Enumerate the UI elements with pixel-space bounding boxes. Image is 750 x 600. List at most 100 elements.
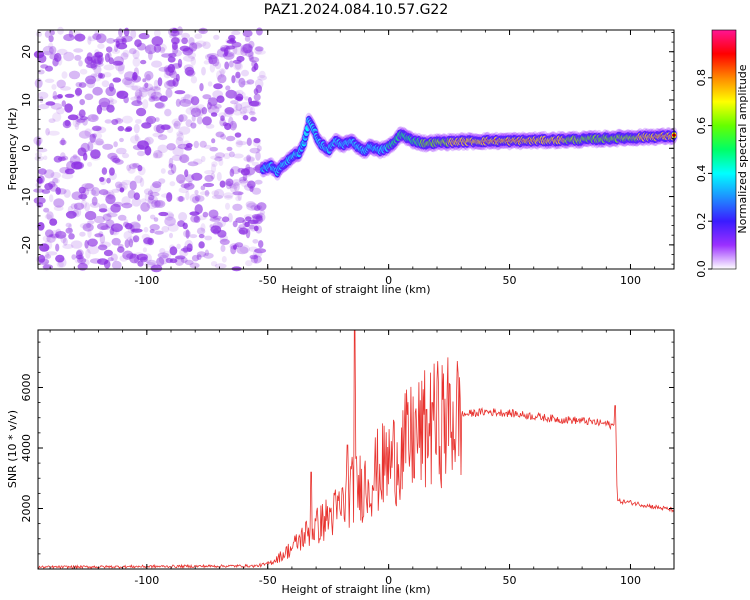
noise-blob (46, 251, 58, 256)
noise-blob (202, 41, 211, 49)
noise-blob (193, 158, 203, 165)
noise-blob (253, 88, 259, 95)
noise-blob (138, 87, 149, 98)
noise-blob (177, 58, 183, 68)
noise-blob (202, 211, 209, 218)
noise-blob (121, 115, 133, 124)
noise-blob (37, 54, 47, 63)
noise-blob (33, 188, 45, 193)
noise-blob (238, 227, 249, 235)
noise-blob (112, 60, 124, 66)
noise-blob (43, 261, 50, 271)
noise-blob (173, 122, 179, 128)
noise-blob (142, 247, 147, 253)
noise-blob (45, 65, 53, 72)
noise-blob (183, 140, 191, 148)
noise-blob (246, 79, 255, 85)
noise-blob (60, 137, 65, 146)
noise-blob (232, 46, 238, 55)
noise-blob (104, 119, 113, 124)
noise-blob (106, 212, 118, 218)
noise-blob (250, 116, 257, 122)
noise-blob (126, 164, 132, 171)
noise-blob (132, 235, 140, 243)
noise-blob (242, 29, 253, 37)
noise-blob (254, 179, 263, 185)
noise-blob (202, 116, 212, 126)
noise-blob (149, 229, 155, 234)
noise-blob (136, 95, 142, 104)
noise-blob (195, 40, 207, 47)
noise-blob (247, 219, 259, 224)
noise-blob (253, 138, 261, 144)
noise-blob (233, 61, 244, 71)
noise-blob (189, 105, 200, 113)
noise-blob (136, 214, 142, 222)
noise-blob (45, 101, 56, 106)
noise-blob (144, 44, 157, 55)
noise-blob (93, 65, 102, 74)
noise-blob (86, 223, 91, 228)
noise-blob (108, 167, 115, 176)
noise-blob (125, 126, 133, 132)
noise-blob (165, 88, 173, 98)
noise-blob (141, 122, 152, 129)
noise-blob (194, 189, 199, 195)
noise-blob (225, 85, 231, 91)
noise-blob (239, 176, 247, 182)
noise-blob (49, 183, 59, 192)
noise-blob (225, 89, 237, 99)
noise-blob (228, 60, 234, 68)
noise-blob (175, 98, 181, 107)
colorbar-tick-label: 0.6 (695, 117, 708, 135)
noise-blob (63, 51, 75, 62)
noise-blob (103, 72, 112, 78)
noise-blob (246, 154, 252, 162)
noise-blob (101, 80, 110, 88)
noise-blob (136, 107, 147, 117)
noise-blob (225, 202, 230, 210)
noise-blob (190, 96, 200, 106)
noise-blob (107, 52, 112, 59)
noise-blob (35, 152, 43, 157)
noise-blob (146, 115, 157, 125)
noise-blob (167, 223, 179, 232)
noise-blob (84, 93, 94, 101)
noise-blob (71, 191, 83, 200)
noise-blob (171, 118, 182, 127)
noise-blob (94, 233, 104, 238)
noise-blob (70, 240, 83, 249)
noise-blob (242, 225, 247, 236)
noise-blob (77, 147, 87, 157)
noise-blob (209, 63, 216, 73)
noise-blob (145, 45, 152, 52)
noise-blob (99, 73, 105, 79)
noise-blob (235, 89, 244, 95)
noise-blob (194, 33, 203, 39)
noise-blob (144, 70, 154, 81)
noise-blob (181, 37, 189, 45)
noise-blob (210, 172, 216, 180)
noise-blob (121, 179, 132, 186)
noise-blob (122, 221, 130, 228)
noise-blob (75, 254, 84, 260)
noise-blob (236, 246, 249, 255)
noise-blob (183, 64, 194, 72)
noise-blob (243, 156, 255, 162)
noise-blob (147, 196, 159, 204)
noise-blob (231, 75, 236, 84)
noise-blob (234, 242, 244, 248)
noise-blob (79, 68, 88, 75)
noise-blob (250, 106, 255, 114)
noise-blob (186, 69, 196, 77)
noise-blob (221, 216, 230, 223)
spectrogram-x-axis-label: Height of straight line (km) (281, 283, 430, 296)
noise-blob (90, 149, 101, 160)
noise-blob (97, 43, 105, 49)
noise-blob (180, 96, 186, 104)
noise-blob (133, 123, 140, 134)
noise-blob (232, 191, 244, 196)
noise-blob (220, 69, 225, 78)
noise-blob (87, 114, 99, 123)
